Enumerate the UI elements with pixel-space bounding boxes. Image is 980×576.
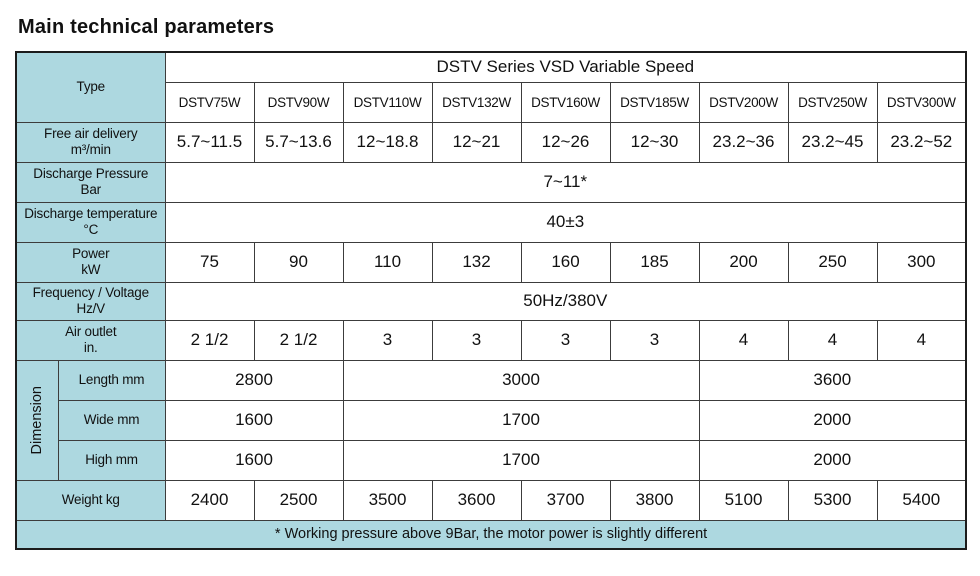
technical-parameters-table: Type DSTV Series VSD Variable Speed DSTV… (15, 51, 968, 550)
row-dimension-length: Dimension Length mm 2800 3000 3600 (15, 359, 967, 481)
row-label-discharge-pressure: Discharge Pressure Bar (15, 161, 166, 203)
value-cell: 160 (520, 241, 611, 283)
value-cell-span: 2000 (698, 399, 967, 441)
value-cell: 3700 (520, 479, 611, 521)
value-cell: 3600 (431, 479, 522, 521)
row-label-air-outlet: Air outlet in. (15, 319, 166, 361)
value-cell: 3500 (342, 479, 433, 521)
row-label-free-air: Free air delivery m³/min (15, 121, 166, 163)
header-row-models: DSTV75W DSTV90W DSTV110W DSTV132W DSTV16… (16, 81, 967, 123)
row-label-power: Power kW (15, 241, 166, 283)
model-header-cell: DSTV132W (431, 81, 522, 123)
model-header-cell: DSTV90W (253, 81, 344, 123)
row-weight: Weight kg 2400 2500 3500 3600 3700 3800 … (15, 479, 967, 521)
value-cell: 5.7~11.5 (164, 121, 255, 163)
row-label-discharge-temperature: Discharge temperature °C (15, 201, 166, 243)
row-label-high: High mm (57, 439, 166, 481)
row-power: Power kW 75 90 110 132 160 185 200 250 3… (15, 241, 967, 283)
header-row-series: Type DSTV Series VSD Variable Speed (15, 51, 967, 123)
value-cell-span: 1600 (164, 439, 344, 481)
value-cell-span: 40±3 (164, 201, 967, 243)
value-cell-span: 1600 (164, 399, 344, 441)
value-cell: 200 (698, 241, 789, 283)
row-dimension-high: High mm 1600 1700 2000 (16, 439, 967, 481)
page-title: Main technical parameters (18, 16, 275, 38)
model-header-cell: DSTV250W (787, 81, 878, 123)
row-footnote: * Working pressure above 9Bar, the motor… (15, 519, 967, 550)
model-header-cell: DSTV200W (698, 81, 789, 123)
value-cell: 23.2~36 (698, 121, 789, 163)
value-cell: 132 (431, 241, 522, 283)
value-cell-span: 3000 (342, 359, 700, 401)
value-cell: 90 (253, 241, 344, 283)
value-cell: 5.7~13.6 (253, 121, 344, 163)
value-cell: 2400 (164, 479, 255, 521)
row-label-frequency-voltage: Frequency / Voltage Hz/V (15, 281, 166, 321)
model-header-cell: DSTV110W (342, 81, 433, 123)
value-cell: 2 1/2 (164, 319, 255, 361)
series-header-cell: DSTV Series VSD Variable Speed (164, 51, 967, 83)
value-cell: 4 (876, 319, 967, 361)
row-air-outlet: Air outlet in. 2 1/2 2 1/2 3 3 3 3 4 4 4 (15, 319, 967, 361)
value-cell: 3 (520, 319, 611, 361)
value-cell: 5100 (698, 479, 789, 521)
row-dimension-wide: Wide mm 1600 1700 2000 (16, 399, 967, 441)
value-cell: 12~26 (520, 121, 611, 163)
value-cell-span: 3600 (698, 359, 967, 401)
value-cell: 4 (787, 319, 878, 361)
model-header-cell: DSTV300W (876, 81, 967, 123)
row-discharge-pressure: Discharge Pressure Bar 7~11* (15, 161, 967, 203)
value-cell: 3800 (609, 479, 700, 521)
row-free-air-delivery: Free air delivery m³/min 5.7~11.5 5.7~13… (15, 121, 967, 163)
value-cell: 110 (342, 241, 433, 283)
value-cell-span: 2000 (698, 439, 967, 481)
value-cell-span: 1700 (342, 439, 700, 481)
value-cell: 23.2~45 (787, 121, 878, 163)
value-cell: 300 (876, 241, 967, 283)
value-cell: 5300 (787, 479, 878, 521)
value-cell: 3 (431, 319, 522, 361)
dimension-vertical-text: Dimension (29, 385, 46, 455)
value-cell: 75 (164, 241, 255, 283)
value-cell: 4 (698, 319, 789, 361)
dimension-group-label: Dimension (15, 359, 59, 481)
footnote-text: * Working pressure above 9Bar, the motor… (15, 519, 967, 550)
value-cell: 185 (609, 241, 700, 283)
value-cell-span: 50Hz/380V (164, 281, 967, 321)
value-cell: 250 (787, 241, 878, 283)
value-cell: 2 1/2 (253, 319, 344, 361)
value-cell: 3 (609, 319, 700, 361)
value-cell: 12~21 (431, 121, 522, 163)
row-frequency-voltage: Frequency / Voltage Hz/V 50Hz/380V (15, 281, 967, 321)
value-cell-span: 7~11* (164, 161, 967, 203)
row-label-wide: Wide mm (57, 399, 166, 441)
type-header-cell: Type (15, 51, 166, 123)
row-label-length: Length mm (57, 359, 166, 401)
model-header-cell: DSTV160W (520, 81, 611, 123)
row-discharge-temperature: Discharge temperature °C 40±3 (15, 201, 967, 243)
value-cell: 2500 (253, 479, 344, 521)
value-cell: 12~30 (609, 121, 700, 163)
value-cell: 5400 (876, 479, 967, 521)
model-header-cell: DSTV185W (609, 81, 700, 123)
value-cell: 3 (342, 319, 433, 361)
row-label-weight: Weight kg (15, 479, 166, 521)
value-cell-span: 1700 (342, 399, 700, 441)
value-cell-span: 2800 (164, 359, 344, 401)
model-header-cell: DSTV75W (164, 81, 255, 123)
value-cell: 12~18.8 (342, 121, 433, 163)
value-cell: 23.2~52 (876, 121, 967, 163)
